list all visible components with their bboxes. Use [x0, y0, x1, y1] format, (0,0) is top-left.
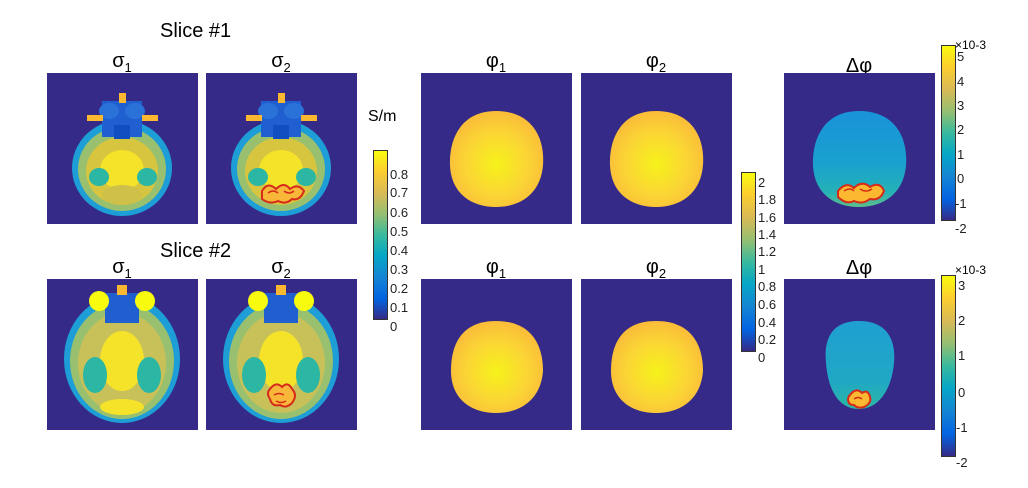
- dphi-slice2-image: [784, 279, 935, 430]
- dphi2-tick: -1: [956, 420, 968, 435]
- title-sigma1-row2: σ1: [112, 256, 132, 281]
- phi-tick: 0.8: [758, 279, 777, 294]
- phi-colorbar: [741, 172, 756, 352]
- sigma2-slice1-image: [206, 73, 357, 224]
- phi-tick: 0.4: [758, 315, 777, 330]
- phi2-slice2-image: [581, 279, 732, 430]
- dphi1-tick: 3: [957, 98, 965, 113]
- sigma2-slice2-image: [206, 279, 357, 430]
- phi-tick: 1.6: [758, 210, 777, 225]
- phi1-slice1-image: [421, 73, 572, 224]
- dphi2-tick: -2: [956, 455, 968, 470]
- phi-tick: 0: [758, 350, 766, 365]
- dphi2-tick: 3: [958, 278, 966, 293]
- slice-2-title: Slice #2: [160, 240, 232, 262]
- phi1-slice2-image: [421, 279, 572, 430]
- phi-tick: 0.6: [758, 297, 777, 312]
- dphi2-tick: 0: [958, 385, 966, 400]
- phi2-slice1-image: [581, 73, 732, 224]
- title-dphi-row1: Δφ: [845, 55, 873, 77]
- sigma1-slice2-image: [47, 279, 198, 430]
- title-phi1-row2: φ1: [485, 256, 507, 281]
- title-sigma1-row1: σ1: [112, 50, 132, 75]
- dphi1-tick: 0: [957, 171, 965, 186]
- sigma-tick: 0.1: [390, 300, 409, 315]
- sigma-tick: 0: [390, 319, 398, 334]
- dphi1-tick: 5: [957, 49, 965, 64]
- sigma-tick: 0.3: [390, 262, 409, 277]
- dphi1-tick: 2: [957, 122, 965, 137]
- sigma-tick: 0.4: [390, 243, 409, 258]
- sigma-unit-label: S/m: [368, 108, 397, 125]
- title-phi2-row1: φ2: [645, 50, 667, 75]
- title-sigma2-row2: σ2: [271, 256, 291, 281]
- title-phi2-row2: φ2: [645, 256, 667, 281]
- sigma-tick: 0.7: [390, 185, 409, 200]
- sigma1-slice1-image: [47, 73, 198, 224]
- title-phi1-row1: φ1: [485, 50, 507, 75]
- title-sigma2-row1: σ2: [271, 50, 291, 75]
- sigma-tick: 0.5: [390, 224, 409, 239]
- dphi2-tick: 1: [958, 348, 966, 363]
- dphi2-tick: 2: [958, 313, 966, 328]
- sigma-tick: 0.2: [390, 281, 409, 296]
- phi-tick: 1.8: [758, 192, 777, 207]
- dphi-slice1-image: [784, 73, 935, 224]
- phi-tick: 1.2: [758, 244, 777, 259]
- dphi1-tick: 1: [957, 147, 965, 162]
- dphi1-tick: -1: [955, 196, 967, 211]
- dphi1-tick: -2: [955, 221, 967, 236]
- dphi1-tick: 4: [957, 74, 965, 89]
- dphi-colorbar-slice2: [941, 275, 956, 457]
- dphi-exponent-slice2: ×10-3: [955, 263, 987, 277]
- dphi-colorbar-slice1: [941, 45, 956, 221]
- sigma-tick: 0.8: [390, 167, 409, 182]
- sigma-tick: 0.6: [390, 205, 409, 220]
- title-dphi-row2: Δφ: [845, 257, 873, 279]
- phi-tick: 0.2: [758, 332, 777, 347]
- phi-tick: 1: [758, 262, 766, 277]
- sigma-colorbar: [373, 150, 388, 320]
- phi-tick: 2: [758, 175, 766, 190]
- dphi-exponent-slice1: ×10-3: [955, 38, 987, 52]
- slice-1-title: Slice #1: [160, 20, 232, 42]
- phi-tick: 1.4: [758, 227, 777, 242]
